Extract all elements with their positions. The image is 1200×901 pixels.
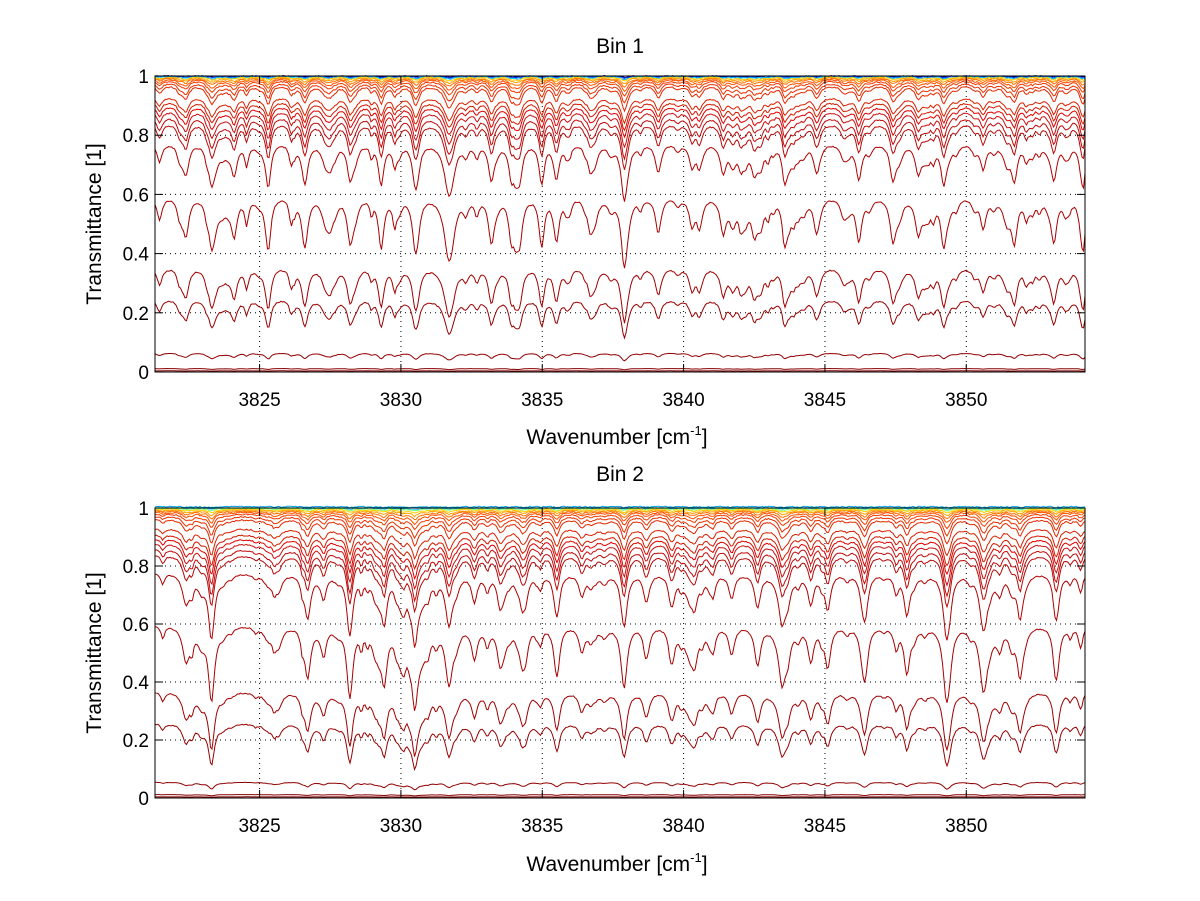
y-axis-label: Transmittance [1]	[83, 572, 106, 733]
series-line-layer-21	[154, 781, 1086, 791]
x-tick-label: 3830	[380, 816, 422, 837]
x-axis-label-text: Wavenumber [cm	[526, 426, 690, 449]
x-tick-label: 3840	[662, 390, 704, 411]
y-tick-label: 0.2	[123, 304, 149, 325]
x-axis-ticks: 3825 3830 3835 3840 3845 3850	[238, 76, 987, 411]
series-line-layer-09	[154, 83, 1086, 104]
series-line-layer-16	[154, 125, 1086, 170]
y-tick-label: 0.2	[123, 731, 149, 752]
series-group	[154, 505, 1086, 798]
chart-title: Bin 2	[596, 463, 644, 486]
x-tick-label: 3835	[521, 390, 563, 411]
series-line-layer-05	[154, 509, 1086, 518]
series-line-layer-08	[154, 80, 1086, 97]
series-line-layer-04	[154, 76, 1086, 82]
series-line-layer-19	[154, 269, 1086, 324]
y-tick-label: 0.4	[123, 245, 150, 266]
y-tick-label: 0.8	[123, 557, 149, 578]
series-line-layer-14	[154, 112, 1086, 149]
series-line-layer-20	[154, 723, 1086, 771]
plot-area-frame	[154, 75, 1086, 373]
series-line-layer-09	[154, 515, 1086, 540]
x-tick-label: 3835	[521, 816, 563, 837]
y-tick-label: 1	[138, 499, 149, 520]
series-line-layer-12	[154, 102, 1086, 132]
series-line-layer-11	[154, 98, 1086, 125]
x-axis-label-suffix: ]	[702, 426, 708, 449]
series-line-layer-17	[155, 573, 1086, 648]
series-line-layer-20	[154, 300, 1086, 340]
series-line-layer-14	[154, 543, 1086, 591]
series-line-layer-12	[154, 534, 1086, 571]
y-tick-label: 0	[138, 789, 149, 810]
x-axis-label-superscript: -1	[690, 423, 702, 438]
series-line-layer-13	[154, 107, 1086, 139]
series-line-layer-22	[154, 367, 1086, 371]
series-line-layer-21	[154, 352, 1086, 362]
x-tick-label: 3825	[238, 390, 280, 411]
x-axis-label: Wavenumber [cm-1]	[526, 850, 707, 876]
series-line-layer-06	[154, 510, 1086, 521]
subplot-bin-2: Bin 2 3825 3830 3835 3840 3845 3850 0 0.2 0.4 0.…	[83, 463, 1086, 876]
y-tick-label: 0	[138, 363, 149, 384]
subplot-bin-1: Bin 1 3825 3830 3835 3840 3845 3850 0 0.2 0.4 0.…	[83, 35, 1086, 449]
x-axis-label: Wavenumber [cm-1]	[526, 423, 707, 449]
series-line-layer-18	[154, 626, 1086, 711]
series-line-layer-16	[154, 555, 1086, 614]
series-line-layer-06	[154, 77, 1086, 88]
x-axis-ticks: 3825 3830 3835 3840 3845 3850	[238, 508, 987, 837]
y-tick-label: 0.6	[123, 615, 149, 636]
series-line-layer-07	[154, 78, 1086, 92]
series-line-layer-04	[155, 508, 1086, 514]
y-axis-ticks: 0 0.2 0.4 0.6 0.8 1	[123, 499, 1085, 810]
y-tick-label: 1	[138, 67, 149, 88]
series-line-layer-10	[154, 518, 1086, 547]
x-tick-label: 3850	[945, 816, 987, 837]
x-tick-label: 3825	[238, 816, 280, 837]
x-axis-label-text: Wavenumber [cm	[526, 853, 690, 876]
series-line-layer-15	[154, 549, 1086, 603]
y-tick-label: 0.8	[123, 126, 149, 147]
series-line-layer-18	[154, 200, 1086, 269]
y-tick-label: 0.4	[123, 673, 150, 694]
chart-title: Bin 1	[596, 35, 644, 58]
y-axis-ticks: 0 0.2 0.4 0.6 0.8 1	[123, 67, 1085, 384]
series-line-layer-13	[154, 539, 1086, 580]
x-tick-label: 3830	[380, 390, 422, 411]
series-line-layer-17	[154, 145, 1086, 202]
series-line-layer-22	[155, 794, 1086, 797]
x-tick-label: 3850	[945, 390, 987, 411]
series-line-layer-15	[154, 118, 1086, 161]
series-line-layer-11	[154, 528, 1086, 560]
x-tick-label: 3840	[662, 816, 704, 837]
x-tick-label: 3845	[804, 816, 846, 837]
series-line-layer-07	[154, 511, 1086, 526]
series-line-layer-10	[154, 86, 1086, 113]
series-line-layer-08	[154, 513, 1086, 531]
y-axis-label: Transmittance [1]	[83, 143, 106, 304]
series-line-layer-05	[154, 76, 1086, 85]
series-line-layer-19	[154, 692, 1086, 757]
plot-area-frame	[154, 507, 1086, 799]
y-tick-label: 0.6	[123, 185, 149, 206]
x-axis-label-superscript: -1	[690, 850, 702, 865]
series-line-layer-01	[154, 505, 1086, 509]
x-axis-label-suffix: ]	[702, 853, 708, 876]
series-group	[154, 74, 1086, 372]
x-tick-label: 3845	[804, 390, 846, 411]
